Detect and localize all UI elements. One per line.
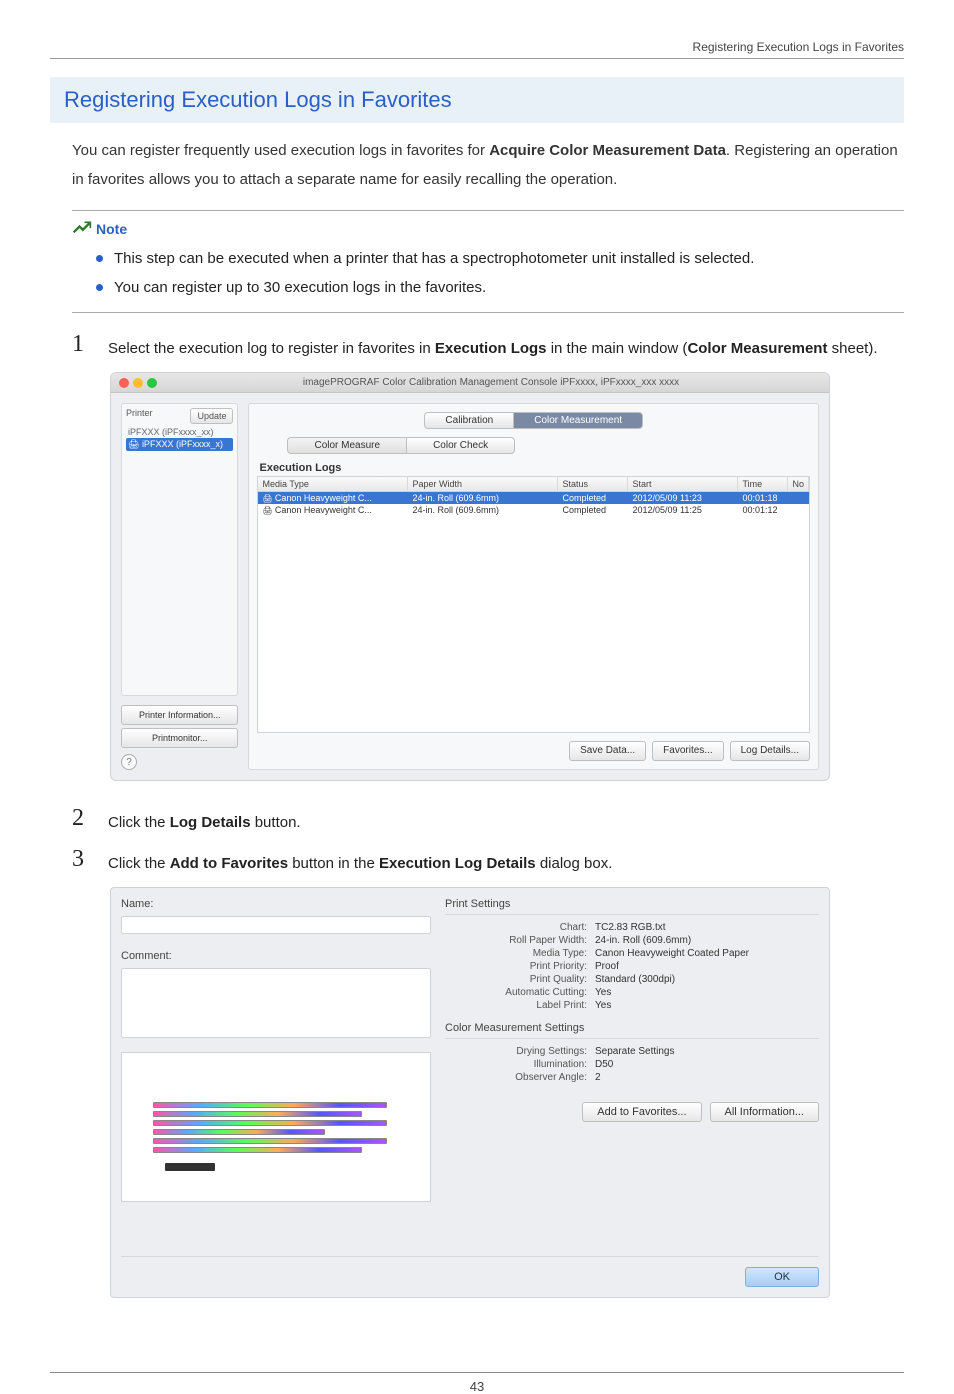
note-block: Note This step can be executed when a pr… <box>72 210 904 313</box>
page-title: Registering Execution Logs in Favorites <box>50 77 904 123</box>
favorites-button[interactable]: Favorites... <box>652 741 723 761</box>
log-details-button[interactable]: Log Details... <box>730 741 810 761</box>
tab-color-measurement[interactable]: Color Measurement <box>513 412 643 429</box>
printer-information-button[interactable]: Printer Information... <box>121 705 238 725</box>
table-row[interactable]: Canon Heavyweight C... 24-in. Roll (609.… <box>258 492 809 504</box>
all-information-button[interactable]: All Information... <box>710 1102 819 1122</box>
ok-button[interactable]: OK <box>745 1267 819 1287</box>
help-icon[interactable]: ? <box>121 754 137 770</box>
page-number: 43 <box>50 1372 904 1394</box>
intro-text: You can register frequently used executi… <box>72 137 904 194</box>
comment-label: Comment: <box>121 950 431 962</box>
note-label: Note <box>96 221 127 237</box>
step-number: 2 <box>72 805 90 836</box>
print-settings-title: Print Settings <box>445 898 819 910</box>
col-status[interactable]: Status <box>558 477 628 491</box>
breadcrumb: Registering Execution Logs in Favorites <box>693 40 904 54</box>
color-measurement-settings-title: Color Measurement Settings <box>445 1022 819 1034</box>
window-title: imagePROGRAF Color Calibration Managemen… <box>161 377 821 388</box>
chart-preview <box>121 1052 431 1202</box>
sidebar-header: Printer <box>126 408 153 424</box>
execution-log-details-dialog: Name: Comment: <box>110 887 830 1298</box>
subtab-color-check[interactable]: Color Check <box>406 437 515 454</box>
maximize-icon[interactable] <box>147 378 157 388</box>
col-start[interactable]: Start <box>628 477 738 491</box>
col-media-type[interactable]: Media Type <box>258 477 408 491</box>
name-label: Name: <box>121 898 431 910</box>
col-time[interactable]: Time <box>738 477 788 491</box>
tab-calibration[interactable]: Calibration <box>424 412 513 429</box>
add-to-favorites-button[interactable]: Add to Favorites... <box>582 1102 701 1122</box>
note-item: This step can be executed when a printer… <box>96 245 904 274</box>
col-paper-width[interactable]: Paper Width <box>408 477 558 491</box>
step-text: Click the Add to Favorites button in the… <box>108 846 612 877</box>
save-data-button[interactable]: Save Data... <box>569 741 646 761</box>
table-row[interactable]: Canon Heavyweight C... 24-in. Roll (609.… <box>258 504 809 516</box>
step-number: 1 <box>72 331 90 362</box>
printer-list-item[interactable]: iPFXXX (iPFxxxx_x) <box>126 438 233 451</box>
step-text: Select the execution log to register in … <box>108 331 878 362</box>
execution-logs-table: Media Type Paper Width Status Start Time… <box>257 476 810 733</box>
col-no[interactable]: No <box>788 477 809 491</box>
update-button[interactable]: Update <box>190 408 233 424</box>
printer-list-item[interactable]: iPFXXX (iPFxxxx_xx) <box>126 426 233 438</box>
main-window: imagePROGRAF Color Calibration Managemen… <box>110 372 830 781</box>
minimize-icon[interactable] <box>133 378 143 388</box>
subtab-color-measure[interactable]: Color Measure <box>287 437 406 454</box>
close-icon[interactable] <box>119 378 129 388</box>
comment-field[interactable] <box>121 968 431 1038</box>
printmonitor-button[interactable]: Printmonitor... <box>121 728 238 748</box>
execution-logs-label: Execution Logs <box>259 462 810 474</box>
note-icon <box>72 219 92 239</box>
note-item: You can register up to 30 execution logs… <box>96 274 904 303</box>
name-field[interactable] <box>121 916 431 934</box>
step-text: Click the Log Details button. <box>108 805 301 836</box>
step-number: 3 <box>72 846 90 877</box>
